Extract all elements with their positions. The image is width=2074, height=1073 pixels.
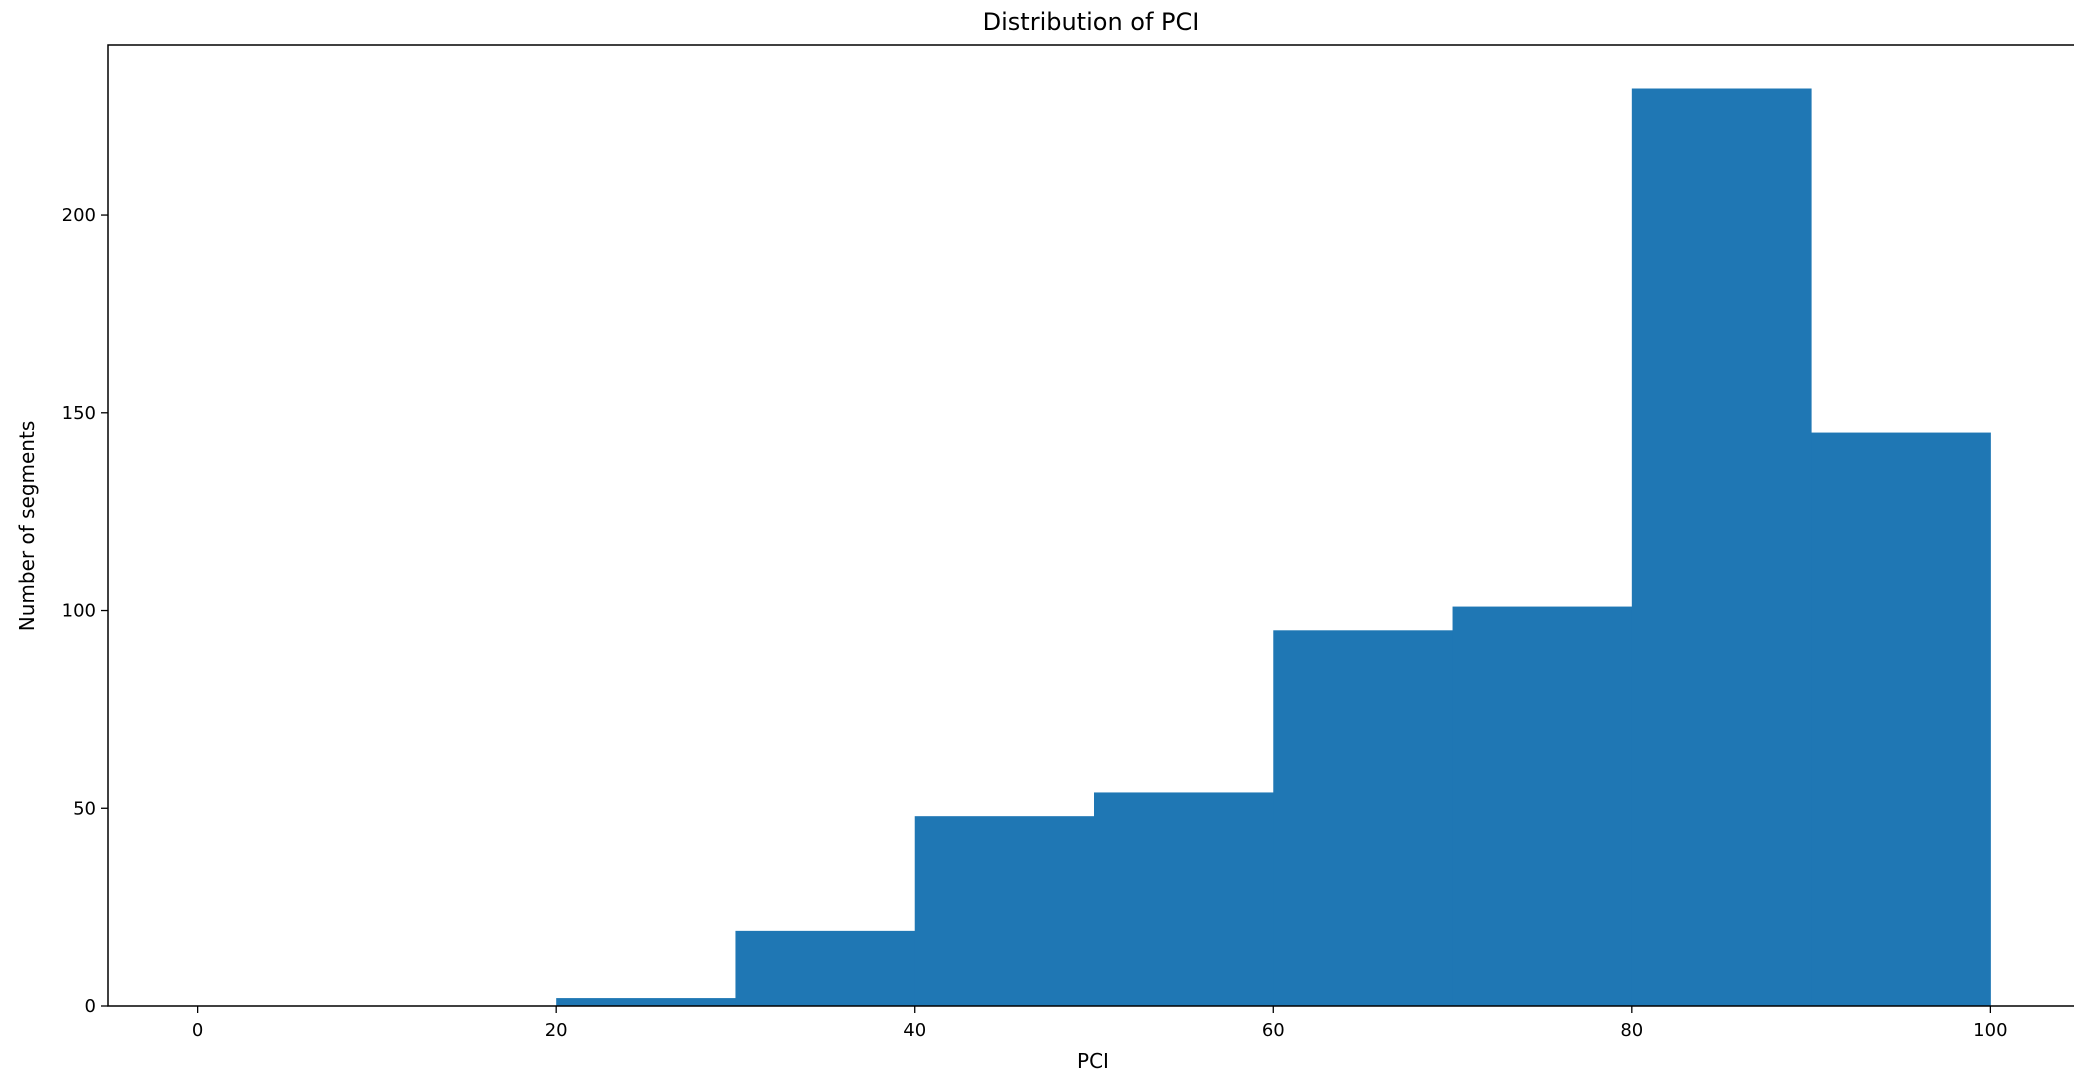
y-tick-label: 100 xyxy=(62,601,96,622)
bars-group xyxy=(556,88,1991,1006)
histogram-bar xyxy=(1273,630,1454,1006)
histogram-bar xyxy=(556,998,736,1006)
histogram-bar xyxy=(1094,792,1274,1006)
histogram-bar xyxy=(735,930,916,1006)
y-tick-label: 0 xyxy=(85,996,96,1017)
x-tick-label: 100 xyxy=(1973,1020,2007,1041)
y-axis: 0 50 100 150 200 xyxy=(62,205,108,1017)
x-tick-label: 20 xyxy=(545,1020,568,1041)
x-tick-label: 80 xyxy=(1620,1020,1643,1041)
x-axis: 0 20 40 60 80 100 xyxy=(192,1006,2008,1041)
y-tick-label: 50 xyxy=(73,798,96,819)
histogram-bar xyxy=(1631,88,1812,1006)
x-axis-label: PCI xyxy=(1077,1049,1109,1073)
plot-frame xyxy=(107,44,2074,1007)
histogram-bar xyxy=(1452,606,1633,1006)
x-tick-label: 40 xyxy=(903,1020,926,1041)
histogram-bar xyxy=(914,816,1095,1006)
y-tick-label: 150 xyxy=(62,403,96,424)
histogram-bar xyxy=(1811,432,1991,1006)
x-tick-label: 0 xyxy=(192,1020,203,1041)
y-tick-label: 200 xyxy=(62,205,96,226)
y-axis-label: Number of segments xyxy=(15,421,39,631)
x-tick-label: 60 xyxy=(1262,1020,1285,1041)
chart-title: Distribution of PCI xyxy=(983,8,1200,36)
